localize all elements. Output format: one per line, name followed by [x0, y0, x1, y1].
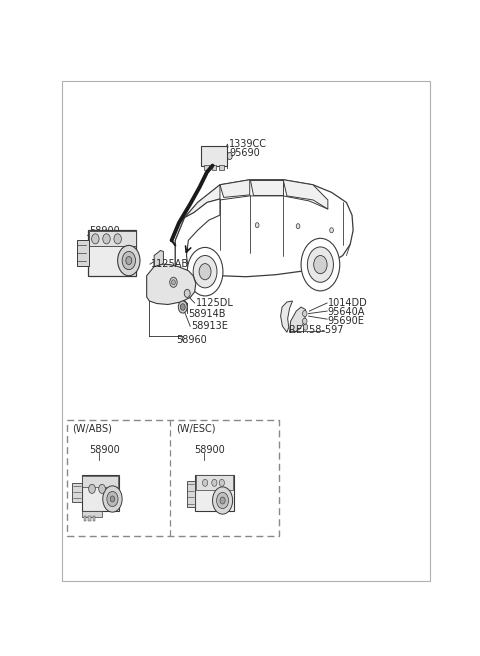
Circle shape — [92, 234, 99, 244]
Polygon shape — [289, 307, 305, 333]
Bar — [83, 476, 118, 487]
Polygon shape — [175, 199, 220, 286]
Circle shape — [314, 255, 327, 274]
Circle shape — [122, 251, 135, 270]
Bar — [88, 516, 91, 522]
Bar — [201, 146, 227, 165]
Bar — [82, 475, 119, 511]
Text: 58900: 58900 — [89, 226, 120, 236]
Polygon shape — [175, 180, 353, 283]
Circle shape — [199, 264, 211, 279]
Circle shape — [296, 224, 300, 229]
Circle shape — [126, 256, 132, 264]
Circle shape — [193, 255, 217, 288]
Text: 95640A: 95640A — [328, 307, 365, 317]
Bar — [204, 165, 209, 170]
Circle shape — [103, 486, 122, 512]
Circle shape — [307, 247, 334, 282]
Polygon shape — [154, 251, 163, 266]
Text: 1125DL: 1125DL — [196, 298, 234, 308]
Circle shape — [171, 279, 175, 285]
Text: (W/ABS): (W/ABS) — [72, 424, 112, 434]
Circle shape — [216, 493, 228, 508]
Circle shape — [118, 245, 140, 276]
Bar — [195, 475, 234, 511]
Circle shape — [107, 491, 118, 506]
Text: 58900B: 58900B — [89, 235, 127, 245]
Text: 58914B: 58914B — [188, 309, 226, 319]
Text: 1014DD: 1014DD — [328, 298, 368, 308]
Text: REF.58-597: REF.58-597 — [289, 325, 343, 335]
Bar — [219, 165, 224, 170]
Circle shape — [184, 289, 190, 297]
Bar — [89, 232, 135, 247]
Circle shape — [103, 234, 110, 244]
Polygon shape — [250, 180, 283, 195]
Text: 95690: 95690 — [229, 148, 260, 158]
Circle shape — [219, 480, 225, 486]
Bar — [212, 165, 216, 170]
Circle shape — [203, 480, 208, 486]
Polygon shape — [147, 264, 196, 304]
Bar — [84, 516, 86, 522]
Circle shape — [302, 318, 307, 324]
Bar — [72, 483, 82, 502]
Text: 1339CC: 1339CC — [229, 139, 267, 150]
Bar — [196, 475, 233, 491]
Text: 58913E: 58913E — [192, 321, 228, 331]
Circle shape — [187, 247, 223, 296]
Polygon shape — [185, 185, 220, 218]
Circle shape — [114, 234, 121, 244]
Circle shape — [301, 238, 340, 291]
Circle shape — [227, 152, 232, 159]
Circle shape — [330, 228, 334, 233]
Circle shape — [255, 222, 259, 228]
Text: 58960: 58960 — [176, 335, 207, 345]
Text: 1125AB: 1125AB — [151, 259, 189, 269]
Circle shape — [89, 484, 96, 493]
Bar — [93, 516, 96, 522]
Polygon shape — [220, 180, 250, 197]
Text: (W/ESC): (W/ESC) — [177, 424, 216, 434]
Circle shape — [178, 301, 187, 313]
Circle shape — [213, 487, 233, 514]
Circle shape — [220, 497, 225, 504]
Circle shape — [302, 310, 307, 317]
Polygon shape — [283, 180, 328, 209]
Circle shape — [212, 480, 217, 486]
Text: 95690E: 95690E — [328, 316, 365, 325]
Circle shape — [303, 324, 308, 330]
Polygon shape — [281, 301, 292, 333]
Circle shape — [180, 304, 185, 310]
Bar — [88, 230, 136, 276]
Circle shape — [110, 496, 115, 502]
Bar — [82, 510, 102, 517]
Bar — [187, 481, 195, 507]
Text: 58900: 58900 — [89, 445, 120, 455]
Bar — [77, 240, 89, 266]
Circle shape — [170, 277, 177, 287]
Text: 58900: 58900 — [194, 445, 225, 455]
Bar — [67, 420, 279, 536]
Circle shape — [99, 484, 106, 493]
